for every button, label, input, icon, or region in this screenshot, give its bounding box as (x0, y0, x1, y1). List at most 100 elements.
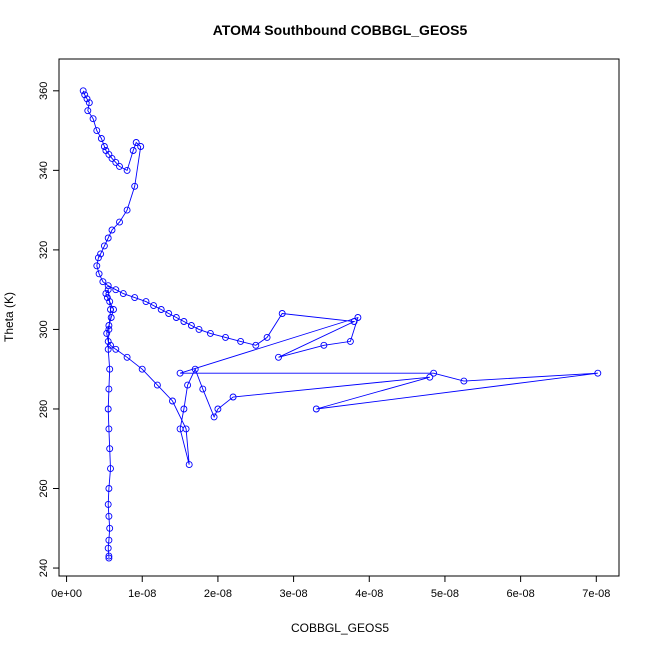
data-point (105, 554, 113, 562)
data-point (110, 306, 117, 313)
data-point (182, 425, 190, 433)
data-point (112, 286, 120, 294)
data-point (104, 500, 112, 508)
data-point (105, 425, 113, 433)
data-point (119, 290, 127, 298)
x-tick-label: 5e-08 (431, 588, 459, 600)
data-point (142, 298, 150, 306)
data-point (153, 381, 161, 389)
data-point (180, 405, 188, 413)
data-point (104, 337, 112, 345)
data-point (83, 95, 91, 103)
data-point (105, 552, 113, 560)
data-point (132, 139, 140, 146)
x-axis-label: COBBGL_GEOS5 (291, 621, 389, 635)
data-point (85, 99, 93, 107)
data-point (320, 341, 328, 349)
data-point (165, 310, 173, 317)
data-point (263, 333, 271, 341)
data-point (107, 465, 114, 473)
data-point (107, 341, 114, 349)
chart-title: ATOM4 Southbound COBBGL_GEOS5 (213, 22, 468, 38)
data-point (99, 278, 107, 286)
data-point (278, 310, 286, 317)
data-point (108, 226, 116, 234)
data-point (105, 325, 113, 333)
data-point (116, 218, 123, 226)
data-point (131, 182, 139, 190)
data-point (237, 337, 245, 345)
data-point (94, 254, 102, 262)
data-point (103, 294, 111, 302)
y-tick-label: 240 (38, 559, 50, 577)
data-point (104, 345, 112, 353)
data-point (430, 369, 438, 377)
data-point (350, 318, 358, 325)
data-point (172, 314, 180, 321)
data-point (100, 143, 108, 150)
data-point (123, 353, 131, 361)
data-point (195, 325, 203, 333)
y-tick-label: 280 (38, 400, 50, 418)
data-point (229, 393, 237, 401)
x-tick-label: 1e-08 (128, 588, 156, 600)
data-point (105, 322, 113, 329)
data-point (106, 298, 114, 306)
data-point (106, 365, 114, 373)
y-tick-label: 340 (38, 161, 50, 179)
data-point (187, 322, 195, 329)
x-tick-label: 3e-08 (280, 588, 308, 600)
x-tick-label: 4e-08 (355, 588, 383, 600)
data-point (185, 461, 193, 469)
data-point (107, 314, 115, 321)
data-point (346, 337, 354, 345)
data-point (157, 306, 165, 313)
data-point (104, 286, 112, 294)
data-point (275, 353, 282, 361)
data-point (108, 154, 116, 162)
data-point (252, 341, 260, 349)
data-point (89, 115, 97, 123)
data-point (222, 333, 229, 341)
y-axis: 240 260 280 300 320 340 360 (38, 82, 60, 577)
x-tick-label: 2e-08 (204, 588, 232, 600)
data-point (100, 242, 108, 250)
data-point (214, 405, 222, 413)
data-point (116, 162, 123, 170)
x-axis: 0e+00 1e-08 2e-08 3e-08 4e-08 5e-08 6e-08 7e-08 (51, 575, 610, 600)
y-tick-label: 360 (38, 82, 50, 100)
data-point (123, 206, 131, 214)
data-point (107, 306, 114, 313)
data-point (137, 143, 145, 150)
x-tick-label: 0e+00 (51, 588, 82, 600)
x-tick-label: 7e-08 (582, 588, 610, 600)
data-point (176, 369, 184, 377)
data-point (93, 127, 101, 135)
data-point (169, 397, 176, 405)
data-point (112, 345, 120, 353)
data-point (150, 302, 158, 310)
data-series (79, 87, 602, 562)
data-point (129, 147, 137, 154)
data-point (106, 445, 114, 453)
data-point (104, 405, 112, 413)
y-tick-label: 300 (38, 320, 50, 338)
data-point (104, 544, 112, 552)
data-point (180, 318, 188, 325)
series-line (82, 90, 598, 559)
data-point (105, 512, 113, 520)
data-point (95, 270, 103, 278)
data-point (105, 536, 113, 544)
data-point (104, 234, 112, 242)
data-point (84, 107, 92, 115)
plot-frame (58, 58, 620, 577)
data-point (210, 413, 218, 421)
data-point (79, 87, 87, 95)
data-point (103, 329, 111, 337)
data-point (312, 405, 320, 413)
y-tick-label: 320 (38, 241, 50, 259)
data-point (102, 290, 110, 298)
data-point (112, 158, 120, 166)
y-axis-label: Theta (K) (2, 292, 16, 342)
